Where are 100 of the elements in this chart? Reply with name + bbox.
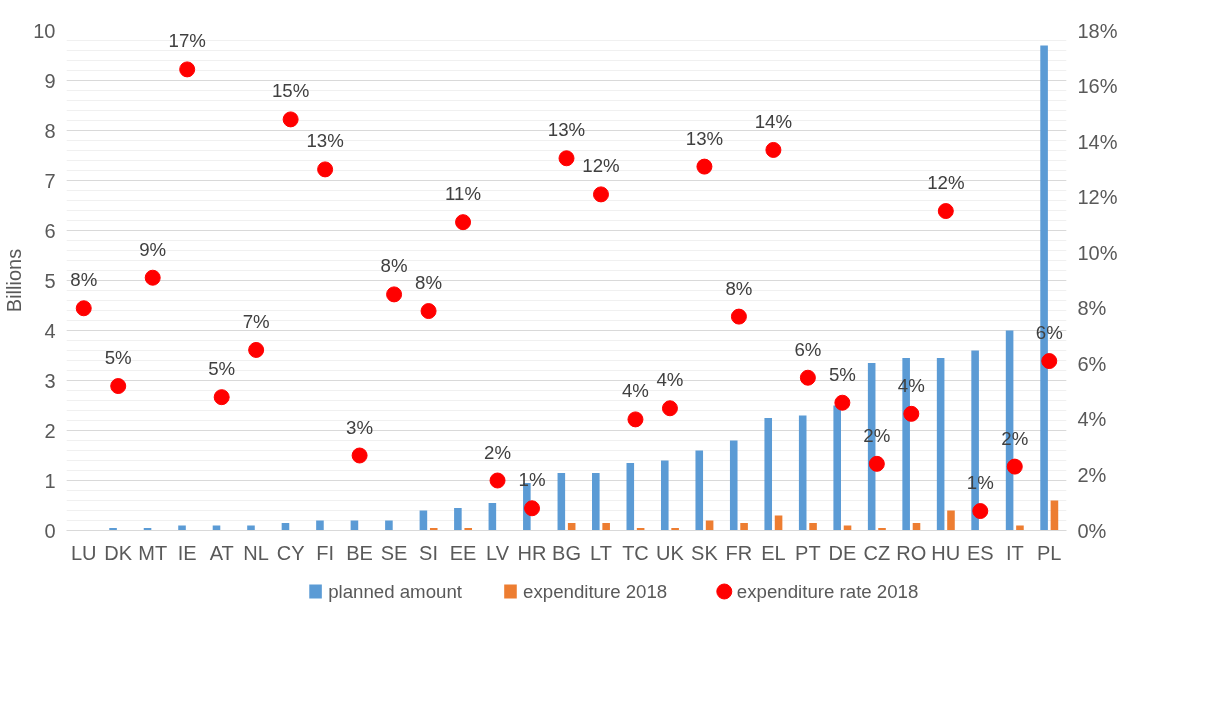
point — [351, 447, 368, 464]
bar — [602, 523, 610, 531]
data-label: 4% — [656, 369, 684, 391]
point — [179, 61, 196, 78]
data-label: 8% — [380, 255, 408, 277]
bar — [833, 405, 841, 531]
x-tick-label: FI — [316, 541, 335, 564]
y2-tick-label: 8% — [1077, 297, 1107, 320]
legend-label: planned amount — [328, 581, 463, 602]
bar — [660, 460, 669, 531]
point — [420, 303, 437, 320]
y-tick-label: 7 — [44, 169, 56, 192]
x-tick-label: BG — [552, 541, 581, 564]
point — [903, 405, 920, 422]
point — [282, 111, 299, 128]
point — [1006, 458, 1023, 475]
x-tick-label: DK — [104, 541, 133, 564]
y2-tick-label: 6% — [1077, 352, 1107, 375]
bar — [740, 523, 748, 531]
point — [799, 369, 816, 386]
y-tick-label: 8 — [44, 119, 56, 142]
bar — [729, 440, 738, 531]
point — [386, 286, 403, 303]
x-tick-label: ES — [966, 541, 994, 564]
y2-tick-label: 14% — [1077, 130, 1118, 153]
x-tick-label: FR — [725, 541, 753, 564]
bar — [385, 520, 393, 531]
legend-label: expenditure 2018 — [523, 581, 668, 602]
data-label: 5% — [104, 347, 132, 369]
x-tick-label: EL — [761, 541, 786, 564]
y-tick-label: 3 — [44, 369, 56, 392]
data-label: 14% — [754, 110, 793, 132]
point — [110, 378, 127, 395]
point — [937, 203, 954, 220]
y2-tick-label: 10% — [1077, 241, 1118, 264]
point — [868, 455, 885, 472]
x-tick-label: LV — [486, 541, 510, 564]
x-tick-label: EE — [449, 541, 477, 564]
data-label: 5% — [208, 358, 236, 380]
data-label: 4% — [621, 380, 649, 402]
x-tick-label: CZ — [863, 541, 891, 564]
x-tick-label: RO — [896, 541, 927, 564]
y-tick-label: 2 — [44, 419, 56, 442]
point — [627, 411, 644, 428]
y2-tick-label: 0% — [1077, 519, 1107, 542]
x-tick-label: HR — [517, 541, 547, 564]
y2-tick-label: 12% — [1077, 186, 1118, 209]
point — [972, 503, 989, 520]
data-label: 8% — [415, 272, 443, 294]
x-tick-label: PL — [1037, 541, 1062, 564]
y2-tick-label: 4% — [1077, 408, 1107, 431]
y-tick-label: 4 — [44, 319, 56, 342]
point — [144, 269, 161, 286]
data-label: 2% — [484, 441, 512, 463]
point — [592, 186, 609, 203]
x-tick-label: IE — [177, 541, 197, 564]
bar — [798, 415, 807, 531]
x-tick-label: NL — [243, 541, 269, 564]
bar — [592, 473, 600, 531]
bar — [695, 450, 704, 531]
point — [248, 341, 265, 358]
data-label: 6% — [794, 338, 822, 360]
data-label: 5% — [828, 363, 856, 385]
x-tick-label: PT — [795, 541, 821, 564]
y2-tick-label: 18% — [1077, 19, 1118, 42]
x-tick-label: IT — [1005, 541, 1024, 564]
data-label: 1% — [518, 469, 546, 491]
y-tick-label: 1 — [44, 469, 56, 492]
bar — [764, 418, 773, 531]
x-tick-label: LU — [70, 541, 97, 564]
x-tick-label: TC — [622, 541, 649, 564]
data-label: 13% — [685, 127, 724, 149]
point — [558, 150, 575, 167]
x-tick-label: UK — [656, 541, 685, 564]
bar — [626, 463, 635, 531]
data-label: 12% — [582, 155, 620, 177]
bar — [947, 510, 955, 531]
y-tick-label: 9 — [44, 69, 56, 92]
y-axis-title: Billions — [3, 248, 26, 313]
point — [765, 141, 782, 158]
x-tick-label: LT — [590, 541, 612, 564]
x-tick-label: SK — [691, 541, 719, 564]
x-tick-label: DE — [828, 541, 857, 564]
x-tick-label: SI — [419, 541, 439, 564]
point — [661, 400, 678, 417]
data-label: 13% — [547, 119, 586, 141]
data-label: 3% — [346, 416, 374, 438]
point — [213, 389, 230, 406]
point — [317, 161, 334, 178]
bar — [936, 358, 945, 531]
point — [834, 394, 851, 411]
point — [75, 300, 92, 317]
data-label: 11% — [445, 183, 482, 205]
x-tick-label: HU — [931, 541, 961, 564]
x-tick-label: SE — [380, 541, 408, 564]
y-tick-label: 6 — [44, 219, 56, 242]
legend-label: expenditure rate 2018 — [736, 581, 919, 602]
point — [524, 500, 541, 517]
x-tick-label: AT — [209, 541, 234, 564]
point — [696, 158, 713, 175]
